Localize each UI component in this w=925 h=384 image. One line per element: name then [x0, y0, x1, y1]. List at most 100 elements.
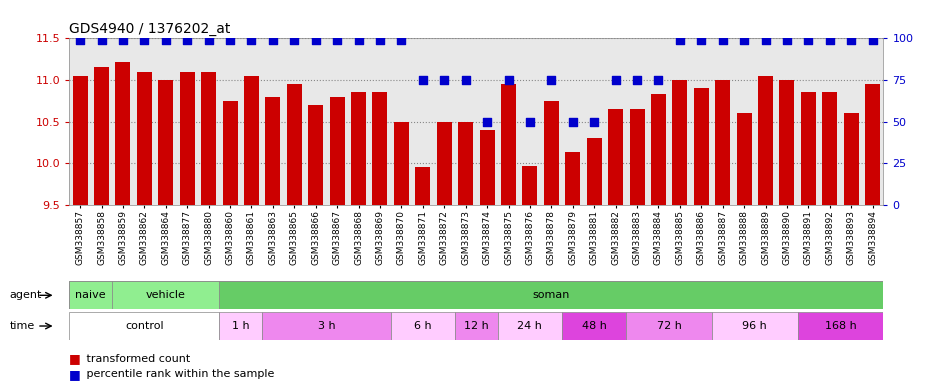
Bar	[608, 109, 623, 205]
Text: ■: ■	[69, 368, 81, 381]
Bar	[498, 312, 562, 340]
Bar	[137, 72, 152, 205]
Bar	[94, 68, 109, 205]
Bar	[822, 93, 837, 205]
Point	[736, 37, 751, 43]
Bar	[712, 312, 797, 340]
Text: 3 h: 3 h	[317, 321, 335, 331]
Point	[565, 118, 580, 124]
Text: transformed count: transformed count	[83, 354, 191, 364]
Bar	[223, 101, 238, 205]
Bar	[265, 97, 280, 205]
Bar	[736, 113, 752, 205]
Bar	[373, 93, 388, 205]
Bar	[219, 281, 883, 309]
Bar	[780, 80, 795, 205]
Bar	[455, 312, 498, 340]
Point	[801, 37, 816, 43]
Point	[609, 77, 623, 83]
Bar	[672, 80, 687, 205]
Point	[437, 77, 451, 83]
Point	[758, 37, 773, 43]
Point	[523, 118, 537, 124]
Bar	[219, 312, 262, 340]
Bar	[544, 101, 559, 205]
Bar	[179, 72, 194, 205]
Bar	[244, 76, 259, 205]
Text: percentile rank within the sample: percentile rank within the sample	[83, 369, 275, 379]
Bar	[390, 312, 455, 340]
Bar	[287, 84, 302, 205]
Point	[672, 37, 687, 43]
Bar	[437, 121, 451, 205]
Bar	[694, 88, 709, 205]
Bar	[262, 312, 390, 340]
Bar	[394, 121, 409, 205]
Bar	[797, 312, 883, 340]
Text: GDS4940 / 1376202_at: GDS4940 / 1376202_at	[69, 22, 230, 36]
Bar	[458, 121, 474, 205]
Point	[287, 37, 302, 43]
Point	[458, 77, 473, 83]
Bar	[415, 167, 430, 205]
Point	[308, 37, 323, 43]
Bar	[158, 80, 173, 205]
Bar	[865, 84, 881, 205]
Bar	[69, 312, 219, 340]
Bar	[586, 138, 601, 205]
Bar	[844, 113, 858, 205]
Bar	[308, 105, 323, 205]
Point	[586, 118, 601, 124]
Point	[137, 37, 152, 43]
Point	[822, 37, 837, 43]
Point	[265, 37, 280, 43]
Point	[480, 118, 495, 124]
Text: ■: ■	[69, 353, 81, 366]
Text: 24 h: 24 h	[517, 321, 542, 331]
Point	[373, 37, 388, 43]
Point	[415, 77, 430, 83]
Bar	[116, 62, 130, 205]
Text: 6 h: 6 h	[414, 321, 432, 331]
Point	[630, 77, 645, 83]
Text: vehicle: vehicle	[146, 290, 186, 300]
Point	[223, 37, 238, 43]
Text: agent: agent	[9, 290, 42, 300]
Point	[780, 37, 795, 43]
Bar	[201, 72, 216, 205]
Text: 168 h: 168 h	[825, 321, 857, 331]
Bar	[801, 93, 816, 205]
Point	[329, 37, 344, 43]
Bar	[630, 109, 645, 205]
Point	[244, 37, 259, 43]
Bar	[758, 76, 773, 205]
Text: 1 h: 1 h	[232, 321, 250, 331]
Point	[116, 37, 130, 43]
Text: control: control	[125, 321, 164, 331]
Point	[694, 37, 709, 43]
Bar	[565, 152, 580, 205]
Point	[844, 37, 858, 43]
Bar	[626, 312, 712, 340]
Bar	[112, 281, 219, 309]
Bar	[651, 94, 666, 205]
Text: time: time	[9, 321, 34, 331]
Bar	[523, 166, 537, 205]
Point	[202, 37, 216, 43]
Text: 72 h: 72 h	[657, 321, 682, 331]
Bar	[352, 93, 366, 205]
Bar	[69, 281, 112, 309]
Bar	[562, 312, 626, 340]
Point	[501, 77, 516, 83]
Point	[73, 37, 88, 43]
Point	[651, 77, 666, 83]
Text: 96 h: 96 h	[743, 321, 767, 331]
Bar	[329, 97, 345, 205]
Point	[544, 77, 559, 83]
Text: 48 h: 48 h	[582, 321, 607, 331]
Point	[865, 37, 880, 43]
Point	[94, 37, 109, 43]
Bar	[72, 76, 88, 205]
Text: 12 h: 12 h	[464, 321, 488, 331]
Point	[179, 37, 194, 43]
